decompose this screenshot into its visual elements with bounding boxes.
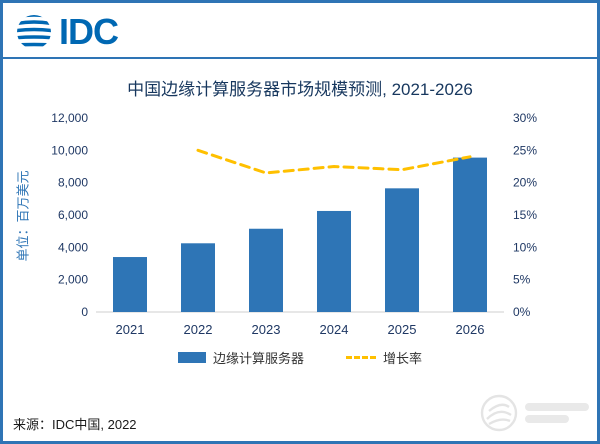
- bar: [385, 188, 419, 312]
- right-axis-tick: 15%: [513, 208, 537, 222]
- bar: [317, 210, 351, 312]
- chart-title: 中国边缘计算服务器市场规模预测, 2021-2026: [127, 80, 473, 99]
- bar: [181, 243, 215, 312]
- watermark: [479, 393, 589, 433]
- bar: [453, 157, 487, 312]
- bar-series-swatch: [177, 352, 206, 363]
- legend-item-bars: 边缘计算服务器: [177, 348, 304, 367]
- left-axis-tick: 10,000: [51, 143, 88, 157]
- x-axis-label: 2024: [320, 322, 349, 337]
- idc-globe-icon: [17, 15, 51, 47]
- header-divider: [3, 57, 597, 59]
- chart-legend: 边缘计算服务器 增长率: [3, 348, 597, 367]
- left-axis-unit-label: 单位：百万美元: [15, 170, 31, 262]
- chart-svg: 0 2,000 4,000 6,000 8,000 10,000 12,000 0% 5% 10%…: [51, 111, 537, 337]
- idc-logo: IDC: [13, 11, 119, 53]
- left-axis-tick: 0: [81, 305, 88, 319]
- left-axis-tick: 12,000: [51, 111, 88, 125]
- left-axis-tick: 4,000: [58, 240, 88, 254]
- x-axis-label: 2021: [116, 322, 145, 337]
- watermark-swirl-icon: [480, 394, 518, 432]
- x-axis-label: 2025: [388, 322, 417, 337]
- right-axis-tick: 20%: [513, 176, 537, 190]
- left-axis-tick: 2,000: [58, 273, 88, 287]
- bar: [249, 228, 283, 312]
- x-axis-label: 2022: [184, 322, 213, 337]
- right-axis-tick: 25%: [513, 143, 537, 157]
- x-axis-label: 2023: [252, 322, 281, 337]
- line-series-swatch: [346, 356, 376, 359]
- bar-series-label: 边缘计算服务器: [212, 351, 304, 366]
- bar: [113, 257, 147, 312]
- right-axis-tick: 30%: [513, 111, 537, 125]
- watermark-text-shape: [525, 403, 589, 423]
- left-axis-tick: 8,000: [58, 176, 88, 190]
- line-series-label: 增长率: [383, 351, 423, 366]
- x-axis-label: 2026: [456, 322, 485, 337]
- header: IDC: [3, 3, 597, 57]
- idc-logo-text: IDC: [59, 11, 119, 52]
- left-axis-tick: 6,000: [58, 208, 88, 222]
- right-axis-tick: 0%: [513, 305, 531, 319]
- growth-rate-line: [196, 148, 472, 175]
- right-axis-tick: 10%: [513, 240, 537, 254]
- chart-area: 单位：百万美元 0 2,000 4,000 6,000 8,000 10,000 12,00…: [3, 106, 597, 346]
- legend-item-line: 增长率: [346, 348, 422, 367]
- source-note: 来源：IDC中国, 2022: [13, 417, 137, 432]
- footer: 来源：IDC中国, 2022: [3, 393, 597, 441]
- right-axis-tick: 5%: [513, 273, 531, 287]
